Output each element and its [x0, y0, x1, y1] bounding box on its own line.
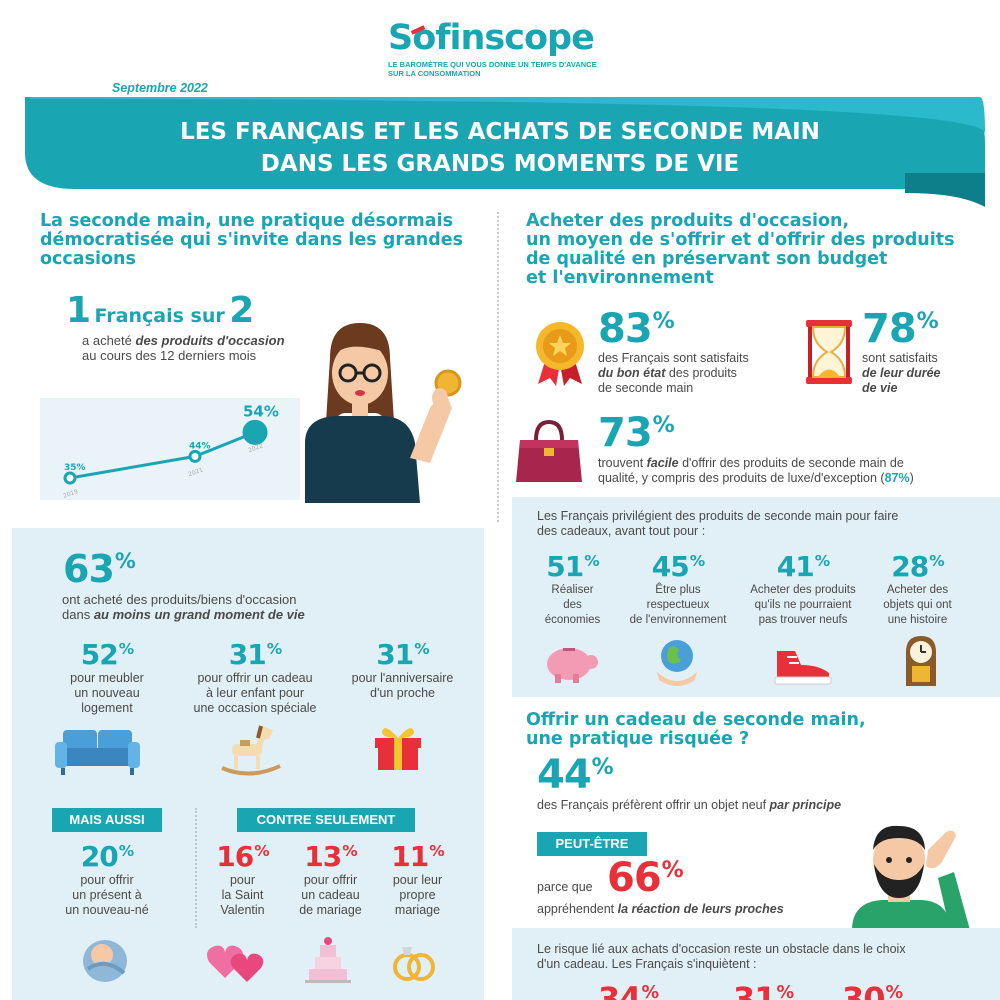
- risk-bottom-pct-2: 31%: [733, 980, 794, 1000]
- reason-item-1: 51% Réaliser des économies: [544, 550, 601, 626]
- logo-tagline-2: SUR LA CONSOMMATION: [388, 69, 481, 78]
- title-banner: [25, 97, 985, 207]
- stat-73-pct: 73%: [598, 410, 675, 456]
- reason-item-3: 41% Acheter des produits qu'ils ne pourra…: [750, 550, 856, 626]
- gift-icon: [375, 728, 421, 770]
- banner-line-1: LES FRANÇAIS ET LES ACHATS DE SECONDE MA…: [180, 119, 820, 145]
- man-illustration: [852, 825, 970, 930]
- chart-point-2019: [63, 471, 77, 485]
- piggy-bank-icon: [547, 648, 598, 683]
- risk-panel-text: Le risque lié aux achats d'occasion rest…: [537, 942, 906, 971]
- life-desc-1: ont acheté des produits/biens d'occasion: [62, 592, 297, 607]
- banner-line-2: DANS LES GRANDS MOMENTS DE VIE: [260, 151, 740, 177]
- seulement-item-3: 11% pour leur propre mariage: [391, 840, 444, 917]
- woman-illustration: [305, 323, 462, 503]
- medal-icon: [536, 322, 584, 386]
- reason-item-2: 45% Être plus respectueux de l'environneme…: [629, 550, 727, 626]
- life-item-2: 31% pour offrir un cadeau à leur enfant p…: [193, 638, 317, 715]
- baby-icon: [83, 940, 127, 982]
- left-heading-line-2: démocratisée qui s'invite dans les grand…: [40, 230, 464, 250]
- rocking-horse-icon: [221, 725, 281, 776]
- stat-83-pct: 83%: [598, 306, 675, 352]
- wedding-cake-icon: [305, 937, 351, 983]
- risk-panel: [512, 928, 1000, 1000]
- right-heading-line-4: et l'environnement: [526, 268, 714, 288]
- stat-73-desc: trouvent facile d'offrir des produits de…: [598, 456, 914, 485]
- left-heading-line-1: La seconde main, une pratique désormais: [40, 211, 454, 231]
- risk-heading-2: une pratique risquée ?: [526, 729, 750, 749]
- chart-label-2022: 54%: [243, 402, 279, 420]
- stat-83-desc: des Français sont satisfaits du bon état…: [598, 351, 749, 395]
- gift-reasons-intro: Les Français privilégient des produits d…: [537, 509, 899, 538]
- em-grand-moment: au moins un grand moment de vie: [93, 607, 305, 622]
- right-heading-line-2: un moyen de s'offrir et d'offrir des pro…: [526, 230, 955, 250]
- life-big-pct: 63%: [63, 547, 136, 591]
- hearts-icon: [207, 945, 264, 982]
- seulement-item-1: 16% pour la Saint Valentin: [216, 840, 269, 917]
- stat-78-desc: sont satisfaits de leur durée de vie: [862, 351, 941, 395]
- stat-78-pct: 78%: [862, 306, 939, 352]
- one-in-two-desc: a acheté des produits d'occasion au cour…: [82, 333, 285, 363]
- risk-66-desc: appréhendent la réaction de leurs proche…: [537, 902, 784, 916]
- publication-date: Septembre 2022: [112, 81, 208, 95]
- column-divider: [497, 212, 499, 522]
- trend-chart: 35% 2019 44% 2021 54% 2022: [62, 402, 279, 500]
- banner-title: LES FRANÇAIS ET LES ACHATS DE SECONDE MA…: [60, 116, 940, 180]
- aussi-pct: 20: [80, 840, 119, 873]
- mais-aussi-label: MAIS AUSSI: [52, 808, 162, 832]
- seulement-item-2: 13% pour offrir un cadeau de mariage: [299, 840, 362, 917]
- em-produits-occasion: des produits d'occasion: [135, 333, 285, 348]
- handbag-icon: [516, 419, 582, 482]
- one-in-two-stat: 1 Français sur 2: [66, 290, 254, 331]
- risk-44-pct: 44%: [537, 752, 614, 798]
- risk-heading-1: Offrir un cadeau de seconde main,: [526, 710, 866, 730]
- life-item-1-pct: 52: [80, 638, 119, 671]
- hourglass-icon: [806, 320, 852, 384]
- risk-heading: Offrir un cadeau de seconde main, une pr…: [526, 711, 866, 749]
- life-desc: ont acheté des produits/biens d'occasion…: [62, 592, 305, 622]
- clock-icon: [906, 636, 936, 686]
- life-item-3: 31% pour l'anniversaire d'un proche: [351, 638, 454, 700]
- aussi-item: 20% pour offrir un présent à un nouveau-né: [65, 840, 149, 917]
- sofa-icon: [55, 730, 140, 775]
- sneaker-icon: [774, 651, 832, 685]
- parce-que: parce que: [537, 880, 593, 894]
- right-heading-line-1: Acheter des produits d'occasion,: [526, 211, 850, 231]
- stat-num-2: 2: [229, 290, 254, 331]
- globe-hands-icon: [657, 640, 697, 686]
- pill-divider: [195, 808, 197, 928]
- stat-num-1: 1: [66, 290, 91, 331]
- brand-logo: Sofinscope LE BAROMÈTRE QUI VOUS DONNE U…: [388, 18, 628, 88]
- chart-label-2019: 35%: [64, 463, 86, 473]
- life-item-1: 52% pour meubler un nouveau logement: [70, 638, 144, 715]
- left-heading-line-3: occasions: [40, 249, 136, 269]
- logo-wordmark: Sofinscope: [388, 18, 595, 58]
- left-heading: La seconde main, une pratique désormais …: [40, 212, 500, 269]
- risk-44-desc: des Français préfèrent offrir un objet n…: [537, 798, 842, 812]
- chart-year-2022: 2022: [247, 442, 264, 454]
- chart-point-2021: [188, 449, 202, 463]
- right-heading: Acheter des produits d'occasion, un moye…: [526, 212, 996, 288]
- peut-etre-label: PEUT-ÊTRE: [537, 832, 647, 856]
- chart-point-2022: [242, 419, 268, 445]
- reason-item-4: 28% Acheter des objets qui ont une histoir…: [883, 550, 952, 626]
- chart-year-2019: 2019: [62, 488, 79, 500]
- chart-year-2021: 2021: [187, 466, 204, 478]
- logo-tagline-1: LE BAROMÈTRE QUI VOUS DONNE UN TEMPS D'A…: [388, 60, 597, 69]
- right-heading-line-3: de qualité en préservant son budget: [526, 249, 888, 269]
- risk-66-pct: 66%: [607, 855, 684, 901]
- one-in-two-line-2: au cours des 12 derniers mois: [82, 348, 257, 363]
- trend-line: [69, 431, 256, 480]
- rings-icon: [393, 947, 435, 981]
- risk-bottom-pct-1: 34%: [598, 980, 659, 1000]
- chart-bg: [40, 398, 300, 500]
- chart-label-2021: 44%: [189, 441, 211, 451]
- risk-bottom-pct-3: 30%: [842, 980, 903, 1000]
- life-item-3-pct: 31: [376, 638, 414, 671]
- stat-mid: Français sur: [94, 305, 225, 327]
- contre-seulement-label: CONTRE SEULEMENT: [237, 808, 415, 832]
- life-item-2-pct: 31: [228, 638, 267, 671]
